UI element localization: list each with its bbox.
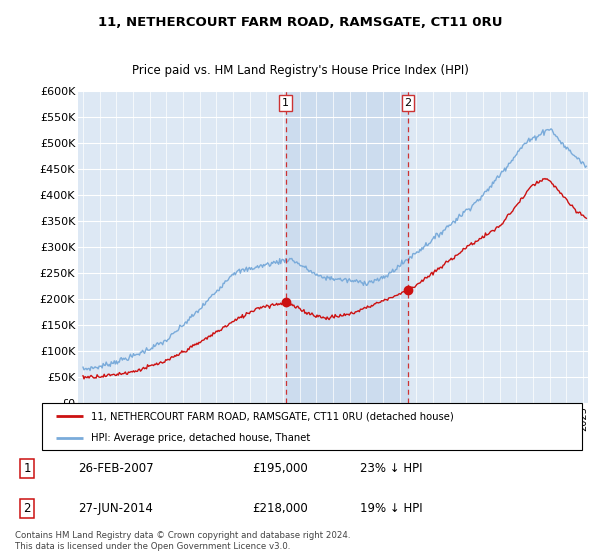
Text: 11, NETHERCOURT FARM ROAD, RAMSGATE, CT11 0RU (detached house): 11, NETHERCOURT FARM ROAD, RAMSGATE, CT1… (91, 411, 454, 421)
Text: 1: 1 (23, 462, 31, 475)
Text: 27-JUN-2014: 27-JUN-2014 (78, 502, 153, 515)
Text: 23% ↓ HPI: 23% ↓ HPI (360, 462, 422, 475)
Text: Price paid vs. HM Land Registry's House Price Index (HPI): Price paid vs. HM Land Registry's House … (131, 64, 469, 77)
Bar (286, 91, 408, 403)
FancyBboxPatch shape (42, 403, 582, 450)
Text: 2: 2 (404, 98, 412, 108)
Text: £195,000: £195,000 (252, 462, 308, 475)
Text: 26-FEB-2007: 26-FEB-2007 (78, 462, 154, 475)
Text: £218,000: £218,000 (252, 502, 308, 515)
Text: 1: 1 (282, 98, 289, 108)
Text: 2: 2 (23, 502, 31, 515)
Text: Contains HM Land Registry data © Crown copyright and database right 2024.
This d: Contains HM Land Registry data © Crown c… (15, 531, 350, 551)
Text: HPI: Average price, detached house, Thanet: HPI: Average price, detached house, Than… (91, 433, 310, 443)
Text: 19% ↓ HPI: 19% ↓ HPI (360, 502, 422, 515)
Text: 11, NETHERCOURT FARM ROAD, RAMSGATE, CT11 0RU: 11, NETHERCOURT FARM ROAD, RAMSGATE, CT1… (98, 16, 502, 29)
